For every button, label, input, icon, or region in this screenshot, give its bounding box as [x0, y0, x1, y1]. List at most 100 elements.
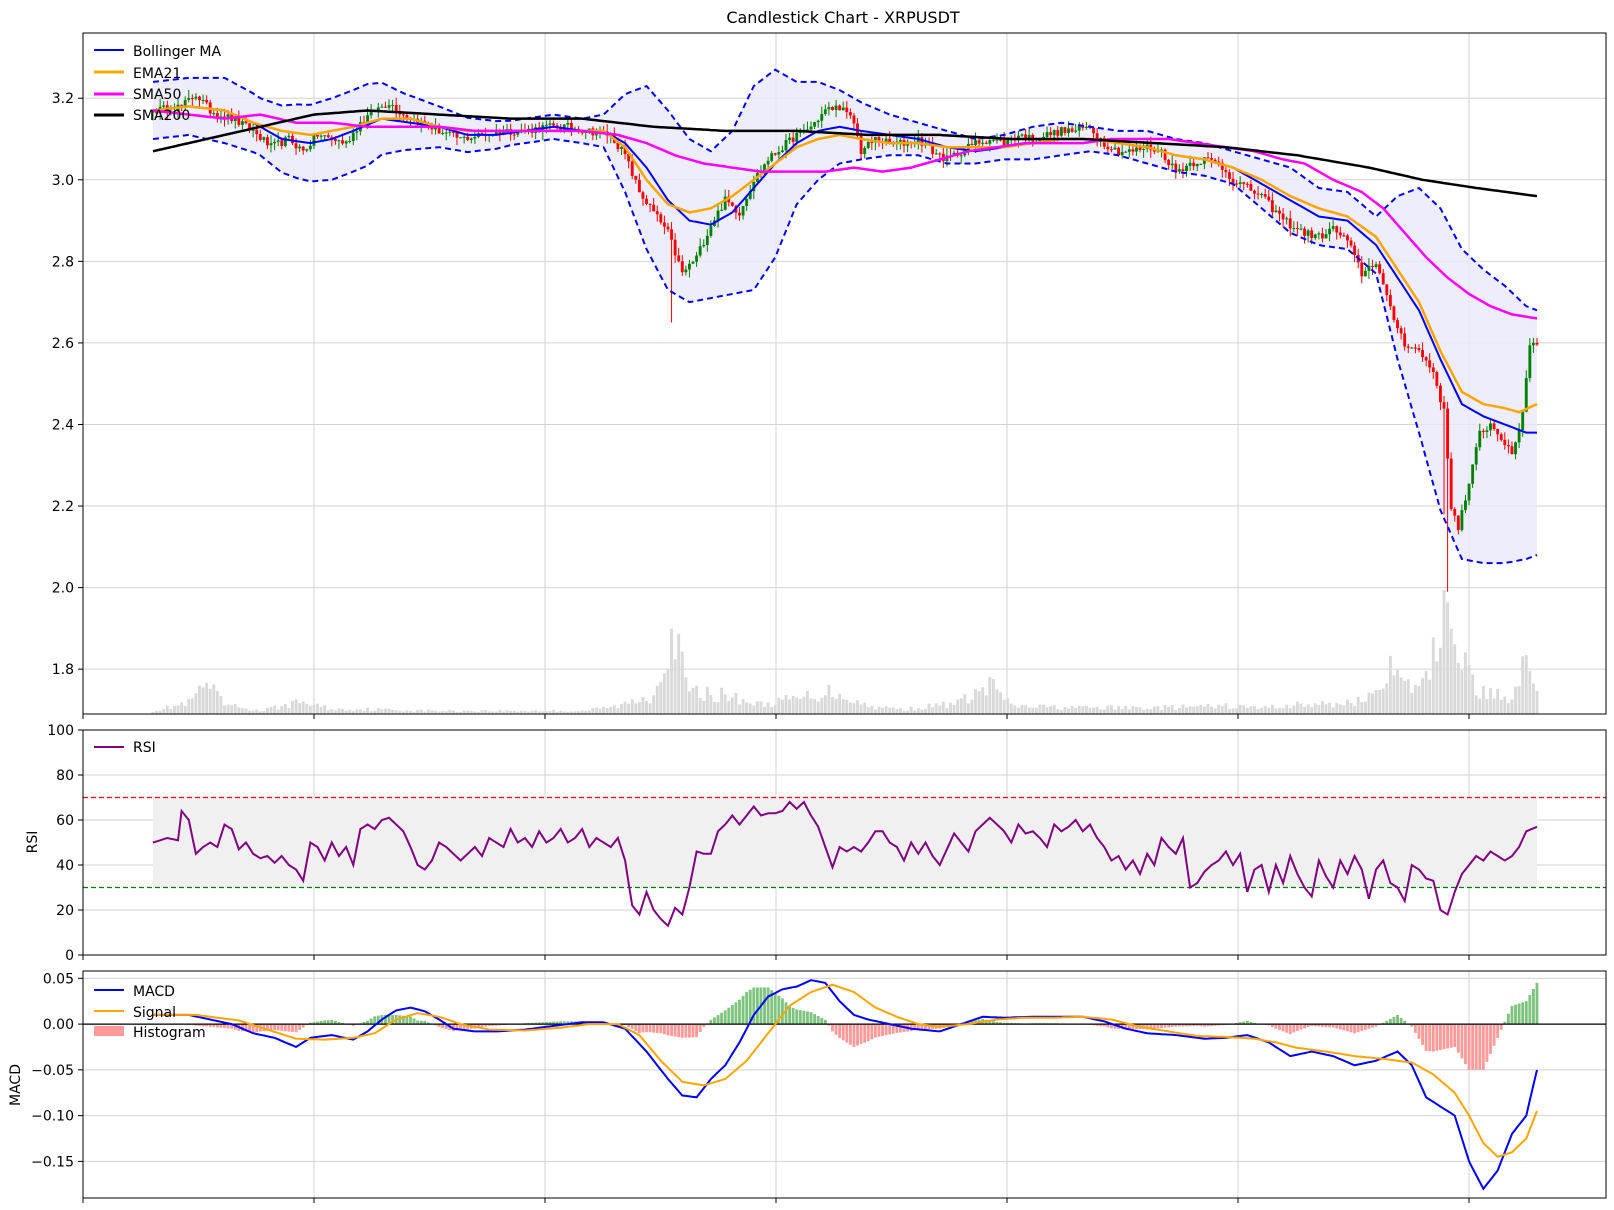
- candle-down: [1496, 428, 1500, 435]
- histogram-bar: [1238, 1022, 1242, 1025]
- volume-bar: [569, 711, 573, 714]
- histogram-bar: [316, 1021, 319, 1025]
- volume-bar: [848, 702, 852, 714]
- volume-bar: [1135, 706, 1138, 714]
- candle-up: [827, 107, 831, 110]
- macd-axis-label: MACD: [8, 1064, 24, 1106]
- y-tick-label: −0.10: [31, 1109, 74, 1125]
- histogram-bar: [1467, 1024, 1471, 1070]
- volume-bar: [602, 706, 606, 714]
- volume-bar: [215, 690, 219, 714]
- price-legend: Bollinger MA EMA21 SMA50 SMA200: [94, 44, 221, 124]
- histogram-bar: [544, 1022, 548, 1025]
- candle-up: [1485, 430, 1489, 432]
- volume-bar: [1392, 675, 1396, 714]
- histogram-bar: [337, 1021, 341, 1025]
- volume-bar: [1102, 709, 1106, 714]
- histogram-bar: [702, 1024, 706, 1027]
- volume-bar: [262, 710, 266, 714]
- histogram-bar: [838, 1024, 842, 1039]
- volume-bar: [866, 707, 870, 714]
- volume-bar: [1270, 704, 1274, 714]
- histogram-bar: [680, 1024, 684, 1038]
- histogram-bar: [691, 1024, 695, 1038]
- candle-down: [1070, 128, 1074, 132]
- candle-down: [1392, 306, 1396, 321]
- volume-bar: [1492, 698, 1496, 714]
- histogram-bar: [419, 1020, 423, 1025]
- candle-up: [516, 131, 520, 135]
- histogram-bar: [391, 1014, 395, 1025]
- candle-up: [1059, 127, 1063, 136]
- volume-bar: [952, 704, 956, 714]
- y-tick-label: 3.2: [52, 91, 74, 107]
- histogram-bar: [1338, 1024, 1342, 1030]
- volume-bar: [1503, 696, 1507, 714]
- histogram-bar: [1278, 1024, 1281, 1031]
- volume-bar: [276, 709, 280, 714]
- candle-up: [473, 136, 477, 139]
- histogram-bar: [1192, 1024, 1196, 1027]
- candle-down: [1063, 127, 1067, 133]
- volume-bar: [859, 704, 863, 714]
- volume-bar: [727, 700, 731, 714]
- volume-bar: [1167, 706, 1171, 714]
- histogram-bar: [827, 1024, 831, 1026]
- volume-bar: [155, 711, 159, 714]
- volume-bar: [1338, 704, 1342, 714]
- volume-bar: [648, 703, 652, 714]
- candle-down: [1256, 193, 1260, 195]
- legend-rsi: RSI: [133, 740, 156, 756]
- candle-up: [1524, 378, 1528, 412]
- histogram-bar: [298, 1024, 302, 1030]
- volume-bar: [162, 709, 166, 714]
- volume-bar: [212, 684, 216, 714]
- histogram-bar: [745, 992, 749, 1025]
- volume-bar: [770, 707, 774, 714]
- histogram-bar: [770, 990, 774, 1025]
- ema21-line: [152, 105, 1538, 414]
- histogram-bar: [198, 1024, 201, 1026]
- candle-up: [351, 132, 355, 142]
- candle-down: [637, 179, 641, 193]
- volume-bar: [780, 699, 784, 714]
- histogram-bar: [909, 1024, 913, 1032]
- candle-down: [280, 140, 284, 146]
- candle-up: [262, 137, 266, 140]
- histogram-bar: [444, 1024, 448, 1029]
- histogram-bar: [541, 1022, 545, 1025]
- histogram-bar: [999, 1022, 1002, 1025]
- volume-bar: [1067, 708, 1070, 714]
- rsi-neutral-zone: [153, 797, 1537, 888]
- histogram-bar: [1496, 1024, 1500, 1038]
- candle-up: [444, 132, 448, 134]
- volume-bar: [645, 700, 648, 714]
- volume-bar: [1117, 706, 1121, 714]
- volume-bar: [405, 710, 409, 714]
- candle-down: [677, 255, 681, 262]
- candle-up: [991, 139, 995, 141]
- volume-bar: [308, 705, 312, 714]
- volume-bar: [1009, 703, 1013, 714]
- histogram-bar: [233, 1024, 237, 1030]
- candle-down: [1431, 367, 1435, 373]
- histogram-bar: [255, 1024, 259, 1032]
- volume-bar: [1428, 679, 1432, 714]
- candle-down: [970, 143, 974, 146]
- candle-down: [666, 226, 670, 230]
- candle-down: [333, 139, 337, 142]
- histogram-bar: [845, 1024, 849, 1043]
- histogram-bar: [1524, 1001, 1528, 1025]
- candle-up: [780, 150, 784, 153]
- candle-up: [1135, 147, 1138, 152]
- volume-bar: [1188, 706, 1192, 714]
- histogram-bar: [423, 1021, 427, 1025]
- histogram-bar: [1145, 1024, 1149, 1030]
- volume-bar: [748, 703, 752, 714]
- volume-bar: [523, 711, 527, 714]
- volume-bar: [1510, 699, 1514, 714]
- candle-down: [659, 214, 663, 223]
- volume-bar: [1170, 705, 1174, 714]
- histogram-bar: [884, 1024, 888, 1036]
- volume-bar: [1160, 709, 1163, 714]
